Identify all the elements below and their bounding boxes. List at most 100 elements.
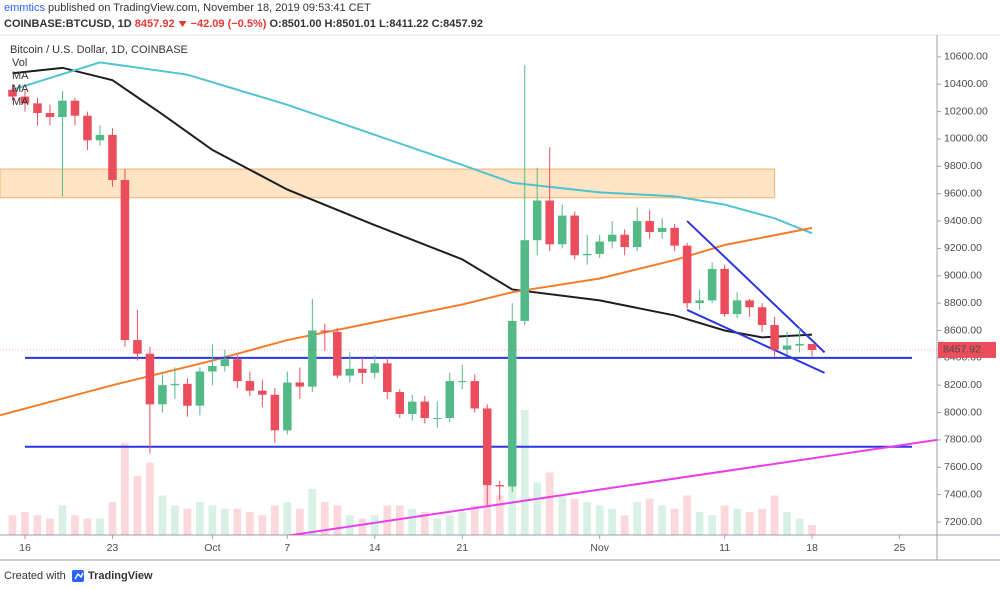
candle-body: [108, 134, 117, 181]
x-tick-label: 18: [806, 542, 818, 554]
candle-body: [445, 381, 455, 419]
volume-bar: [258, 515, 267, 535]
y-tick-label: 10200.00: [944, 105, 988, 117]
volume-bar: [645, 498, 654, 535]
volume-bar: [808, 525, 816, 535]
volume-bar: [795, 518, 804, 535]
candle-body: [595, 241, 604, 254]
volume-bar: [96, 518, 104, 535]
candle-body: [83, 115, 92, 141]
volume-bar: [208, 505, 217, 535]
y-tick-label: 9200.00: [944, 242, 982, 254]
volume-bar: [108, 502, 117, 535]
candle-body: [457, 381, 467, 383]
candle-body: [270, 394, 280, 431]
y-tick-label: 7200.00: [944, 516, 982, 528]
candle-body: [158, 385, 167, 405]
candle-body: [333, 331, 342, 376]
volume-bar: [158, 495, 167, 535]
candle-body: [632, 221, 642, 248]
open: O:8501.00: [269, 18, 321, 30]
candle-body: [732, 300, 742, 315]
y-tick-label: 8600.00: [944, 324, 982, 336]
volume-bar: [545, 472, 554, 535]
candle-body: [757, 307, 767, 326]
brand[interactable]: TradingView: [88, 570, 153, 582]
candle-body: [620, 234, 629, 248]
trend-line: [686, 220, 826, 354]
volume-bar: [196, 502, 204, 535]
volume-bar: [133, 475, 142, 535]
y-tick-label: 8800.00: [944, 297, 982, 309]
candle-body: [133, 340, 142, 354]
candle-body: [532, 200, 542, 241]
volume-bar: [58, 505, 67, 535]
candle-body: [770, 325, 779, 350]
chart-title: Bitcoin / U.S. Dollar, 1D, COINBASE: [10, 44, 188, 56]
candle-body: [645, 221, 654, 232]
author[interactable]: emmtics: [4, 2, 45, 14]
volume-bar: [183, 508, 192, 535]
volume-bar: [295, 508, 304, 535]
published: published on TradingView.com, November 1…: [48, 2, 371, 14]
volume-bar: [520, 410, 529, 535]
volume-bar: [171, 505, 179, 535]
price-label-box: [938, 341, 996, 358]
y-tick-label: 10400.00: [944, 78, 988, 90]
y-tick-label: 9800.00: [944, 160, 982, 172]
legend-vol[interactable]: Vol: [12, 57, 27, 69]
y-tick-label: 10000.00: [944, 133, 988, 145]
candle-body: [433, 418, 442, 420]
candle-body: [358, 368, 367, 373]
moving-average: [12, 61, 813, 235]
candle-body: [545, 200, 554, 245]
y-tick-label: 7400.00: [944, 488, 982, 500]
y-tick-label: 7800.00: [944, 434, 982, 446]
candle-body: [782, 345, 792, 350]
candle-body: [482, 408, 492, 486]
plot-area: [0, 61, 937, 535]
x-tick-label: 14: [369, 542, 381, 554]
volume-bar: [695, 511, 704, 535]
candle-body: [557, 215, 567, 245]
volume-bar: [533, 482, 542, 535]
candle-body: [657, 227, 667, 232]
volume-bar: [333, 505, 342, 535]
candle-body: [720, 268, 729, 315]
candle-body: [370, 363, 380, 373]
volume-bar: [683, 495, 692, 535]
price-label: 8457.92: [943, 344, 981, 356]
candle-body: [507, 320, 517, 487]
publish-line: emmtics published on TradingView.com, No…: [4, 2, 371, 14]
candle-body: [283, 382, 292, 431]
axes: 7200.00 7400.00 7600.00 7800.00 8000.00 8200.…: [19, 51, 996, 554]
candle-body: [383, 363, 392, 393]
volume-bar: [408, 508, 417, 535]
volume-bar: [245, 511, 254, 535]
x-tick-label: 16: [19, 542, 31, 554]
volume-bar: [720, 505, 729, 535]
volume-bar: [770, 495, 779, 535]
candle-body: [245, 381, 255, 391]
legend-ma[interactable]: MA: [12, 70, 29, 82]
close: C:8457.92: [432, 18, 483, 30]
y-tick-label: 9600.00: [944, 187, 982, 199]
volume-bar: [283, 502, 292, 535]
candle-body: [320, 330, 330, 332]
volume-bar: [620, 515, 629, 535]
volume-bar: [121, 442, 129, 535]
legend-ma[interactable]: MA: [12, 83, 29, 95]
volume-bar: [71, 515, 79, 535]
legend-ma[interactable]: MA: [12, 96, 29, 108]
change: −42.09 (−0.5%): [191, 18, 267, 30]
candle-body: [208, 366, 217, 372]
candle-body: [20, 96, 30, 104]
volume-bar: [633, 502, 642, 535]
y-tick-label: 7600.00: [944, 461, 982, 473]
candle-body: [33, 103, 42, 113]
y-tick-label: 8000.00: [944, 406, 982, 418]
candle-body: [95, 134, 105, 141]
candle-body: [682, 245, 692, 304]
volume-bar: [708, 515, 716, 535]
volume-bar: [433, 518, 442, 535]
